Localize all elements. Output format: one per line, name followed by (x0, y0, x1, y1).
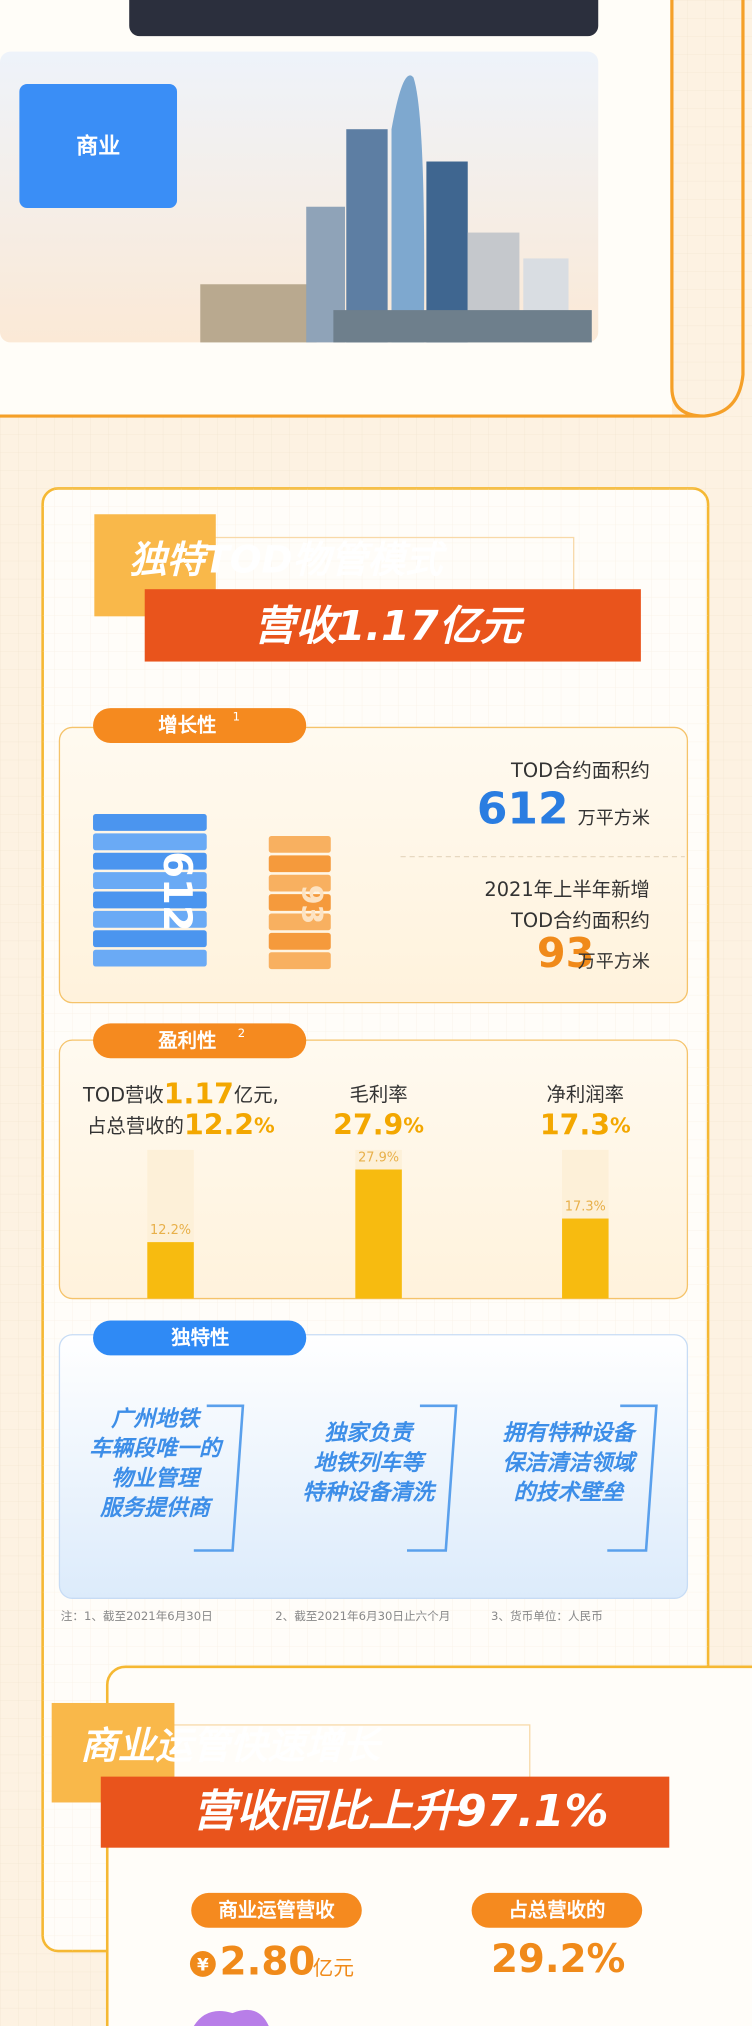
decoration (193, 2009, 269, 2026)
unique-text: 的技术壁垒 (514, 1480, 626, 1506)
profit-value: 占总营收的12.2% (87, 1109, 275, 1142)
profit-value: 27.9% (333, 1109, 424, 1142)
unique-tag-text: 独特性 (171, 1326, 229, 1349)
note: 注：1、截至2021年6月30日 (61, 1609, 213, 1623)
block (93, 891, 207, 909)
bar (562, 1218, 609, 1299)
block (268, 874, 331, 892)
block (268, 913, 331, 931)
bar-label: 12.2% (150, 1223, 191, 1238)
bar (147, 1242, 194, 1299)
block (268, 952, 331, 970)
unit: % (254, 1114, 275, 1138)
stat-tag (191, 1892, 362, 1928)
tod-title: 独特TOD物管模式 (129, 538, 448, 582)
note-ref: 1 (233, 710, 240, 724)
top-card-border (0, 0, 745, 418)
unique-box (58, 1334, 689, 1599)
profit-tag (93, 1023, 307, 1059)
block (268, 894, 331, 911)
block (93, 949, 207, 967)
block (93, 833, 207, 851)
unique-tag (93, 1320, 307, 1356)
block (268, 855, 331, 873)
profit-value: 17.3% (540, 1109, 631, 1142)
block (93, 814, 207, 831)
towers (93, 814, 331, 970)
stat-value: 2.80 (220, 1939, 316, 1984)
unit: % (610, 1114, 631, 1138)
bar (355, 1169, 402, 1299)
stat-value: 93 (537, 929, 595, 977)
value: 27.9 (333, 1109, 403, 1142)
unique-text: 服务提供商 (99, 1495, 214, 1521)
note: 2、截至2021年6月30日止六个月 (275, 1609, 450, 1623)
unit: % (403, 1114, 424, 1138)
stat-unit: 亿元 (313, 1956, 354, 1980)
bracket (407, 1404, 458, 1552)
growth-tag-text: 增长性 (158, 714, 216, 737)
bracket (193, 1404, 245, 1552)
value: 17.3 (540, 1109, 610, 1142)
stat-unit: 万平方米 (578, 952, 650, 973)
stat-unit: 万平方米 (578, 808, 650, 829)
growth-box (58, 726, 689, 1004)
value: 1.17 (164, 1078, 234, 1111)
value: 12.2 (184, 1109, 254, 1142)
profit-bars: 占总营收的12.2%12.2%毛利率27.9%27.9%净利润率17.3%17.… (87, 1083, 631, 1299)
text: 亿元, (234, 1083, 279, 1106)
block (93, 910, 207, 928)
bracket (607, 1404, 658, 1552)
block (268, 932, 331, 950)
text: 占总营收的 (87, 1114, 184, 1137)
title-bar (144, 589, 641, 662)
profit-title: 毛利率 (350, 1083, 408, 1106)
block (93, 930, 207, 948)
commercial-title: 商业运管快速增长 (80, 1724, 383, 1768)
unique-text: 保洁清洁领域 (503, 1451, 639, 1476)
tower-label: 612 (154, 851, 199, 932)
profit-line: TOD营收1.17亿元, (82, 1078, 279, 1111)
stat-label: TOD合约面积约 (510, 759, 650, 782)
commercial-tag (19, 83, 178, 209)
tower-label: 93 (295, 885, 328, 925)
unique-text: 广州地铁 (111, 1407, 202, 1432)
notes: 注：1、截至2021年6月30日 2、截至2021年6月30日止六个月 3、货币单位… (61, 1609, 603, 1623)
unique-text: 车辆段唯一的 (89, 1436, 224, 1462)
currency: ¥ (197, 1954, 209, 1974)
bar-label: 17.3% (565, 1199, 606, 1214)
photo-strip (129, 0, 599, 37)
block (93, 852, 207, 870)
stat-tag (471, 1892, 643, 1928)
block (268, 835, 331, 853)
commercial-subtitle: 营收同比上升97.1% (193, 1786, 609, 1837)
growth-tag (93, 708, 307, 743)
unique-text: 地铁列车等 (313, 1450, 427, 1476)
currency-badge (189, 1951, 216, 1977)
unique-text: 独家负责 (324, 1420, 415, 1446)
text: TOD营收 (82, 1083, 164, 1106)
tod-subtitle: 营收1.17亿元 (254, 602, 525, 650)
title-bar (100, 1776, 670, 1848)
unique-text: 物业管理 (111, 1466, 203, 1491)
note-ref: 2 (238, 1026, 245, 1040)
stat-label: TOD合约面积约 (510, 909, 650, 932)
profit-tag-text: 盈利性 (157, 1029, 216, 1052)
block (93, 872, 207, 889)
unique-text: 特种设备清洗 (302, 1481, 437, 1506)
stat-value: 29.2% (491, 1937, 625, 1982)
commercial-label: 商业 (76, 133, 120, 159)
profit-title: 净利润率 (547, 1083, 625, 1106)
unique-text: 拥有特种设备 (503, 1421, 638, 1446)
bar-label: 27.9% (358, 1150, 399, 1165)
stat-value: 612 (477, 783, 569, 834)
note: 3、货币单位：人民币 (491, 1609, 603, 1623)
stat-tag-text: 商业运管营收 (218, 1899, 335, 1922)
stat-label: 2021年上半年新增 (484, 878, 650, 901)
buildings (200, 75, 592, 343)
stat-tag-text: 占总营收的 (508, 1899, 605, 1922)
